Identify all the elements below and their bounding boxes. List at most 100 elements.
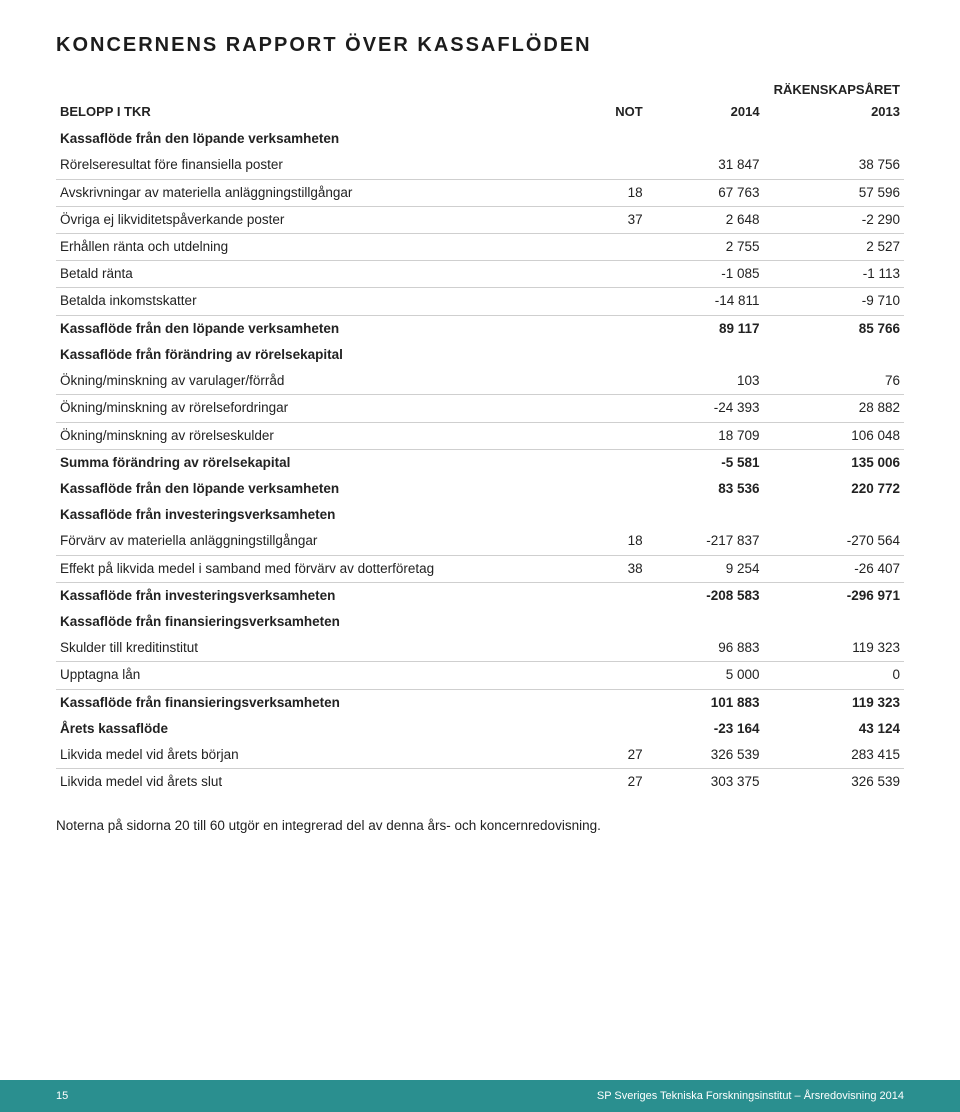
row-2013: -2 290: [764, 206, 904, 233]
row-not: [579, 315, 647, 342]
table-row: Kassaflöde från finansieringsverksamhete…: [56, 689, 904, 716]
table-row: Kassaflöde från investeringsverksamheten: [56, 502, 904, 528]
row-2014: -217 837: [647, 528, 764, 555]
table-row: Betald ränta -1 085-1 113: [56, 261, 904, 288]
row-not: [579, 395, 647, 422]
row-label: Upptagna lån: [56, 662, 579, 689]
row-not: 27: [579, 769, 647, 796]
row-not: [579, 502, 647, 528]
table-row: Skulder till kreditinstitut96 883119 323: [56, 635, 904, 662]
row-label: Ökning/minskning av varulager/förråd: [56, 368, 579, 395]
row-2014: 89 117: [647, 315, 764, 342]
row-2014: 9 254: [647, 555, 764, 582]
row-label: Kassaflöde från förändring av rörelsekap…: [56, 342, 579, 368]
row-not: [579, 689, 647, 716]
row-not: [579, 342, 647, 368]
table-row: Likvida medel vid årets början27326 5392…: [56, 742, 904, 769]
table-header-row: BELOPP I TKR NOT 2014 2013: [56, 99, 904, 127]
table-row: Likvida medel vid årets slut27303 375326…: [56, 769, 904, 796]
table-row: Effekt på likvida medel i samband med fö…: [56, 555, 904, 582]
row-not: [579, 582, 647, 609]
row-2013: 135 006: [764, 449, 904, 476]
row-label: Kassaflöde från den löpande verksamheten: [56, 126, 579, 152]
table-row: Ökning/minskning av rörelsefordringar -24…: [56, 395, 904, 422]
row-2013: -1 113: [764, 261, 904, 288]
row-not: [579, 233, 647, 260]
table-row: Betalda inkomstskatter-14 811-9 710: [56, 288, 904, 315]
row-2013: 38 756: [764, 152, 904, 179]
row-2014: [647, 342, 764, 368]
col-header-2014: 2014: [647, 99, 764, 127]
row-2013: -26 407: [764, 555, 904, 582]
row-2013: [764, 502, 904, 528]
page: KONCERNENS RAPPORT ÖVER KASSAFLÖDEN RÄKE…: [0, 0, 960, 1070]
row-2014: -24 393: [647, 395, 764, 422]
row-2014: 2 648: [647, 206, 764, 233]
row-2013: -296 971: [764, 582, 904, 609]
row-2013: 43 124: [764, 716, 904, 742]
row-2014: -5 581: [647, 449, 764, 476]
row-2014: 103: [647, 368, 764, 395]
row-2013: 283 415: [764, 742, 904, 769]
table-row: Förvärv av materiella anläggningstillgån…: [56, 528, 904, 555]
row-label: Ökning/minskning av rörelsefordringar: [56, 395, 579, 422]
table-row: Årets kassaflöde-23 16443 124: [56, 716, 904, 742]
row-2013: 119 323: [764, 635, 904, 662]
row-not: 18: [579, 179, 647, 206]
row-2013: 2 527: [764, 233, 904, 260]
row-2013: 28 882: [764, 395, 904, 422]
row-label: Ökning/minskning av rörelseskulder: [56, 422, 579, 449]
row-2014: 96 883: [647, 635, 764, 662]
table-row: Rörelseresultat före finansiella poster 3…: [56, 152, 904, 179]
table-row: Kassaflöde från den löpande verksamheten…: [56, 315, 904, 342]
footer-source: SP Sveriges Tekniska Forskningsinstitut …: [597, 1090, 904, 1102]
row-label: Övriga ej likviditetspåverkande poster: [56, 206, 579, 233]
row-label: Kassaflöde från finansieringsverksamhete…: [56, 609, 579, 635]
row-label: Betalda inkomstskatter: [56, 288, 579, 315]
row-2014: 326 539: [647, 742, 764, 769]
row-2013: [764, 342, 904, 368]
row-2013: [764, 609, 904, 635]
row-2013: 326 539: [764, 769, 904, 796]
table-row: Kassaflöde från investeringsverksamheten…: [56, 582, 904, 609]
row-2014: -1 085: [647, 261, 764, 288]
row-2013: 106 048: [764, 422, 904, 449]
table-row: Erhållen ränta och utdelning 2 7552 527: [56, 233, 904, 260]
table-row: Kassaflöde från förändring av rörelsekap…: [56, 342, 904, 368]
row-2013: 220 772: [764, 476, 904, 502]
row-label: Förvärv av materiella anläggningstillgån…: [56, 528, 579, 555]
row-label: Avskrivningar av materiella anläggningst…: [56, 179, 579, 206]
row-not: 37: [579, 206, 647, 233]
col-header-not: NOT: [579, 99, 647, 127]
row-label: Likvida medel vid årets början: [56, 742, 579, 769]
row-label: Effekt på likvida medel i samband med fö…: [56, 555, 579, 582]
row-2014: 67 763: [647, 179, 764, 206]
row-label: Kassaflöde från investeringsverksamheten: [56, 582, 579, 609]
row-not: [579, 288, 647, 315]
row-label: Betald ränta: [56, 261, 579, 288]
row-2014: 2 755: [647, 233, 764, 260]
row-2013: 76: [764, 368, 904, 395]
row-label: Likvida medel vid årets slut: [56, 769, 579, 796]
row-2014: [647, 502, 764, 528]
row-2014: [647, 126, 764, 152]
row-2013: 119 323: [764, 689, 904, 716]
table-row: Kassaflöde från den löpande verksamheten: [56, 126, 904, 152]
page-number: 15: [56, 1090, 86, 1102]
footnote: Noterna på sidorna 20 till 60 utgör en i…: [56, 818, 904, 833]
row-2014: 83 536: [647, 476, 764, 502]
table-row: Kassaflöde från den löpande verksamheten…: [56, 476, 904, 502]
row-not: [579, 368, 647, 395]
col-header-label: BELOPP I TKR: [56, 99, 579, 127]
row-label: Erhållen ränta och utdelning: [56, 233, 579, 260]
row-not: 27: [579, 742, 647, 769]
row-label: Rörelseresultat före finansiella poster: [56, 152, 579, 179]
row-2013: 0: [764, 662, 904, 689]
row-2014: 303 375: [647, 769, 764, 796]
row-2013: 57 596: [764, 179, 904, 206]
row-label: Kassaflöde från finansieringsverksamhete…: [56, 689, 579, 716]
row-2014: -23 164: [647, 716, 764, 742]
table-row: Kassaflöde från finansieringsverksamhete…: [56, 609, 904, 635]
row-2014: 31 847: [647, 152, 764, 179]
row-not: [579, 422, 647, 449]
